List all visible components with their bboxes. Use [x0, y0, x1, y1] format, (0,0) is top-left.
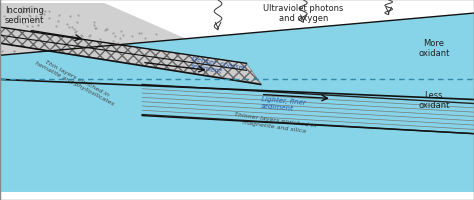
Polygon shape — [0, 28, 261, 84]
Text: Thin layers enriched in
hematite and phyllosilicates: Thin layers enriched in hematite and phy… — [34, 55, 118, 107]
Text: More
oxidant: More oxidant — [418, 38, 449, 58]
Text: Denser, coarser
sediment: Denser, coarser sediment — [190, 56, 246, 78]
Polygon shape — [0, 14, 474, 192]
Text: Less
oxidant: Less oxidant — [418, 90, 449, 110]
Text: Thinner layers enriched in
magnetite and silica: Thinner layers enriched in magnetite and… — [233, 112, 317, 134]
Polygon shape — [0, 4, 261, 72]
Text: Ultraviolet photons
and oxygen: Ultraviolet photons and oxygen — [263, 4, 344, 23]
Text: Incoming
sediment: Incoming sediment — [5, 6, 44, 25]
Text: Lighter, finer
sediment: Lighter, finer sediment — [261, 95, 306, 112]
